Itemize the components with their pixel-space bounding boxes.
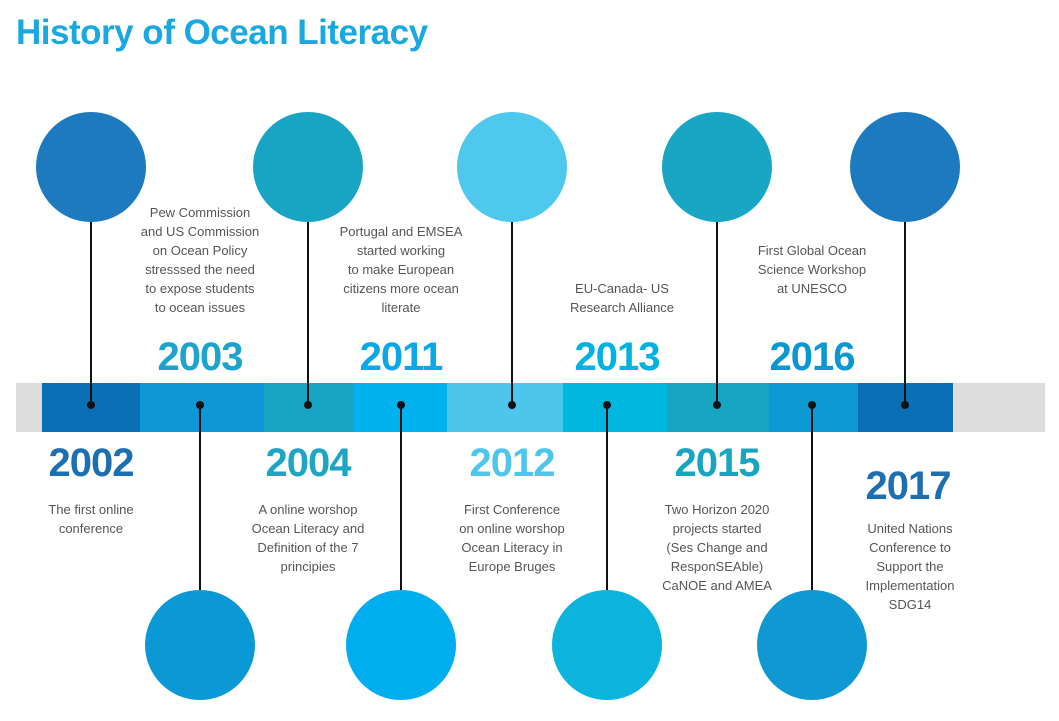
description-line: Ocean Literacy in [461, 540, 562, 555]
milestone-dot [304, 401, 312, 409]
description-line: to expose students [145, 281, 255, 296]
description-line: Definition of the 7 [257, 540, 358, 555]
description-line: SDG14 [889, 597, 932, 612]
description-line: Implementation [866, 578, 955, 593]
year: 2011 [360, 335, 444, 379]
description-line: principies [281, 559, 336, 574]
milestone-circle [850, 112, 960, 222]
year: 2012 [470, 441, 555, 485]
description-line: Two Horizon 2020 [665, 502, 770, 517]
milestone-dot [713, 401, 721, 409]
description-line: EU-Canada- US [575, 281, 669, 296]
description-line: on Ocean Policy [153, 243, 248, 258]
description-line: conference [59, 521, 123, 536]
year: 2015 [675, 441, 761, 485]
milestone-circle [457, 112, 567, 222]
year: 2013 [575, 335, 660, 379]
description-line: Support the [876, 559, 943, 574]
timeline-segment [563, 383, 667, 432]
year: 2017 [866, 464, 951, 508]
timeline-segment [447, 383, 563, 432]
description-line: Science Workshop [758, 262, 866, 277]
milestone-dot [808, 401, 816, 409]
description-line: to ocean issues [155, 300, 246, 315]
description-line: The first online [48, 502, 133, 517]
milestone-dot [397, 401, 405, 409]
description-line: (Ses Change and [666, 540, 767, 555]
milestone-circle [253, 112, 363, 222]
description-line: CaNOE and AMEA [662, 578, 772, 593]
milestone-dot [901, 401, 909, 409]
description-line: Portugal and EMSEA [340, 224, 463, 239]
milestone-dot [87, 401, 95, 409]
description-line: to make European [348, 262, 454, 277]
milestone-dot [196, 401, 204, 409]
description-line: Research Alliance [570, 300, 674, 315]
description-line: Ocean Literacy and [252, 521, 365, 536]
description-line: at UNESCO [777, 281, 847, 296]
title: History of Ocean Literacy [16, 13, 429, 52]
description-line: citizens more ocean [343, 281, 459, 296]
milestone-circle [145, 590, 255, 700]
milestone-circle [36, 112, 146, 222]
milestone-dot [508, 401, 516, 409]
milestone-circle [552, 590, 662, 700]
year: 2002 [49, 441, 134, 485]
description-line: A online worshop [258, 502, 357, 517]
year: 2003 [158, 335, 243, 379]
milestone-circle [346, 590, 456, 700]
year: 2016 [770, 335, 855, 379]
description-line: Conference to [869, 540, 951, 555]
description-line: Europe Bruges [469, 559, 556, 574]
description-line: First Conference [464, 502, 560, 517]
year: 2004 [266, 441, 353, 485]
description-line: projects started [673, 521, 762, 536]
description-line: United Nations [867, 521, 953, 536]
description-line: ResponSEAble) [671, 559, 764, 574]
description-line: started working [357, 243, 445, 258]
description-line: and US Commission [141, 224, 260, 239]
milestone-dot [603, 401, 611, 409]
milestone-circle [757, 590, 867, 700]
description-line: First Global Ocean [758, 243, 866, 258]
description-line: stresssed the need [145, 262, 255, 277]
milestone-circle [662, 112, 772, 222]
description-line: Pew Commission [150, 205, 250, 220]
description-line: literate [381, 300, 420, 315]
description-line: on online worshop [459, 521, 565, 536]
